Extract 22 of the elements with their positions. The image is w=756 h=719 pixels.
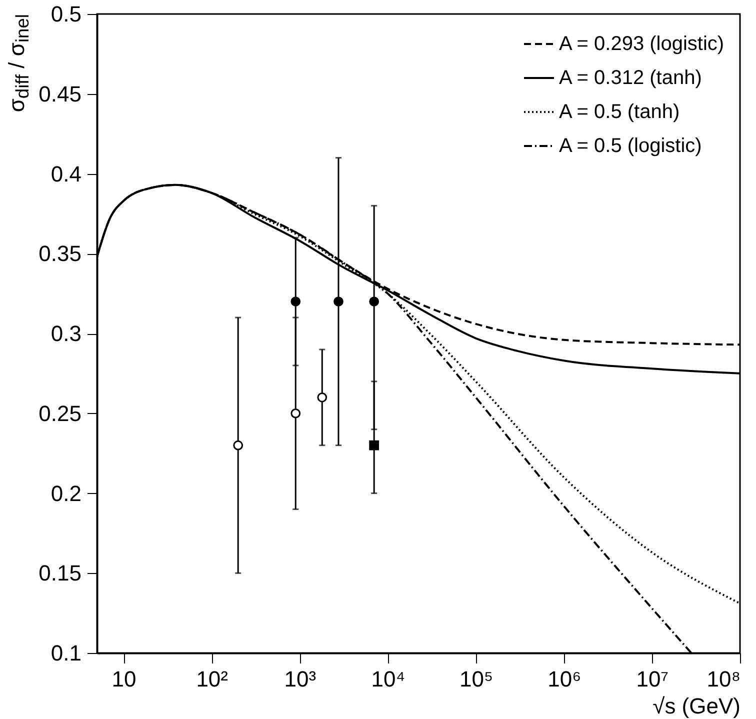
x-tick-label: 10² [196, 666, 228, 692]
x-tick-label: 10⁷ [636, 666, 669, 692]
y-tick-label: 0.35 [38, 241, 82, 266]
y-tick-label: 0.45 [38, 81, 82, 106]
y-tick-label: 0.3 [50, 321, 82, 346]
legend-label: A = 0.5 (tanh) [559, 101, 680, 123]
y-tick-label: 0.2 [50, 480, 82, 506]
legend-label: A = 0.293 (logistic) [559, 33, 724, 55]
legend-label: A = 0.312 (tanh) [559, 67, 702, 89]
y-tick-label: 0.1 [50, 640, 82, 666]
y-tick-label: 0.25 [38, 400, 82, 426]
y-tick-label: 0.4 [50, 161, 82, 186]
x-tick-label: 10⁶ [548, 666, 582, 692]
x-tick-label: 10⁴ [371, 666, 406, 692]
x-tick-label: 10³ [284, 666, 316, 692]
y-tick-label: 0.5 [50, 2, 82, 26]
x-tick-label: 10⁵ [459, 666, 494, 692]
legend-label: A = 0.5 (logistic) [559, 135, 702, 157]
x-tick-label: 10⁸ [706, 666, 740, 692]
y-tick-label: 0.15 [38, 560, 82, 586]
x-axis-title: √s (GeV) [652, 694, 740, 718]
x-tick-label: 10 [112, 666, 136, 692]
